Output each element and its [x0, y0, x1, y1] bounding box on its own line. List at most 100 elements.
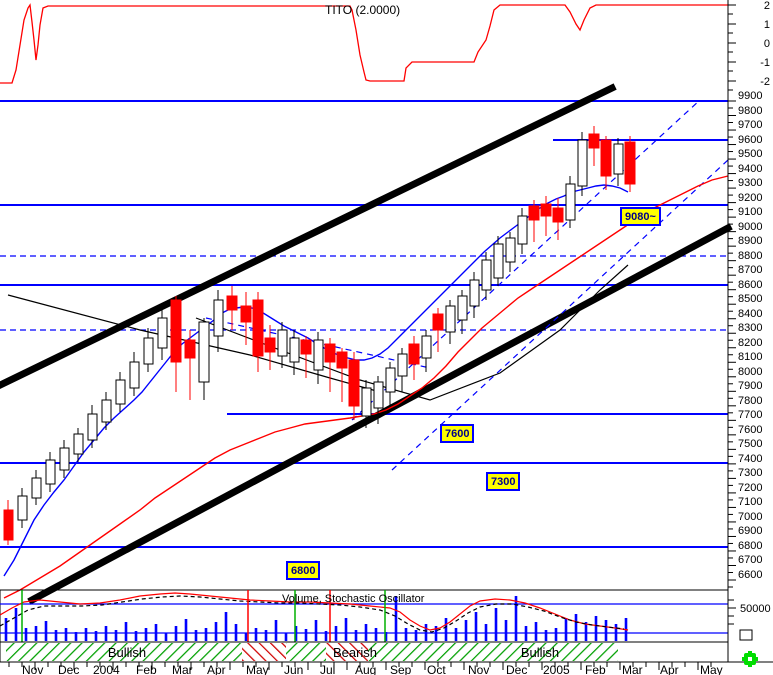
candle	[565, 176, 576, 228]
price-tag-9080[interactable]: 9080~	[620, 207, 661, 226]
trend-channel-lower	[27, 223, 733, 605]
date-tick-12: Nov	[468, 663, 489, 675]
trend-channel-upper	[0, 83, 617, 390]
date-tick-5: Apr	[207, 663, 226, 675]
candle	[170, 296, 182, 392]
candle	[421, 330, 432, 372]
candle	[17, 488, 28, 528]
trend-channel	[0, 83, 733, 605]
price-tick-7600: 7600	[738, 423, 763, 436]
candlestick-series[interactable]	[3, 126, 636, 545]
sentiment-band-strip[interactable]: Bullish Bearish Bullish	[0, 641, 729, 663]
candle	[540, 196, 552, 236]
candle	[588, 126, 600, 166]
price-tick-9000: 9000	[738, 220, 763, 233]
price-tag-7300[interactable]: 7300	[486, 472, 521, 491]
candle	[517, 208, 528, 254]
volume-bars	[4, 596, 628, 641]
tito-title: TITO (2.0000)	[325, 3, 400, 17]
sentiment-band-bearish-2[interactable]	[326, 643, 368, 661]
candle	[324, 338, 336, 392]
price-tick-7000: 7000	[738, 510, 763, 523]
price-tick-9500: 9500	[738, 148, 763, 161]
candle	[577, 132, 588, 196]
price-tick-8200: 8200	[738, 336, 763, 349]
candle	[31, 470, 42, 505]
sentiment-band-bullish-2[interactable]	[286, 643, 326, 661]
candle	[457, 290, 468, 334]
sentiment-band-bullish-1[interactable]	[6, 643, 242, 661]
candle	[240, 292, 252, 345]
candle	[385, 362, 396, 406]
price-tick-6900: 6900	[738, 525, 763, 538]
price-tick-9600: 9600	[738, 133, 763, 146]
price-tick-6600: 6600	[738, 569, 763, 581]
trendline-upper-descending	[7, 294, 381, 393]
candle	[198, 318, 210, 400]
sentiment-label-bearish: Bearish	[333, 645, 377, 660]
candle	[264, 325, 276, 370]
candle	[505, 232, 516, 272]
price-tick-7900: 7900	[738, 380, 763, 393]
candle	[226, 286, 238, 330]
price-tick-6700: 6700	[738, 554, 763, 567]
volume-axis-tick-50000: 50000	[740, 603, 771, 615]
price-tick-8600: 8600	[738, 278, 763, 291]
price-tag-7600[interactable]: 7600	[440, 424, 475, 443]
price-tick-7800: 7800	[738, 394, 763, 407]
price-tag-6800[interactable]: 6800	[286, 561, 321, 580]
date-tick-8: Jul	[320, 663, 335, 675]
candle	[300, 336, 312, 378]
tito-line	[0, 3, 728, 84]
candle	[552, 198, 564, 240]
price-tick-8100: 8100	[738, 351, 763, 364]
price-tick-9700: 9700	[738, 119, 763, 132]
ma-slow-line	[3, 175, 729, 599]
price-axis-ticks	[728, 100, 736, 588]
rising-channel-upper	[351, 99, 701, 421]
refresh-icon[interactable]	[742, 651, 758, 667]
date-tick-13: Dec	[506, 663, 527, 675]
price-tick-8300: 8300	[738, 322, 763, 335]
price-tick-9200: 9200	[738, 191, 763, 204]
sentiment-band-bullish-3[interactable]	[368, 643, 618, 661]
price-tick-9900: 9900	[738, 90, 763, 102]
tito-pane	[0, 3, 728, 84]
candle	[129, 352, 140, 396]
candle	[469, 272, 480, 318]
candle	[184, 330, 196, 400]
price-tag-label: 6800	[291, 565, 316, 577]
price-tick-6800: 6800	[738, 539, 763, 552]
indicator-pane: Volume, Stochastic Oscillator 50000	[0, 589, 771, 643]
candle	[528, 200, 540, 242]
candle	[624, 136, 636, 192]
candle	[289, 330, 300, 375]
tito-axis: 2 1 0 -1 -2	[727, 0, 770, 96]
stochastic-k-line	[0, 592, 629, 631]
date-tick-11: Oct	[427, 663, 446, 675]
candle	[408, 336, 420, 380]
support-resistance-dashed	[0, 255, 728, 331]
price-tick-9400: 9400	[738, 162, 763, 175]
date-tick-10: Sep	[390, 663, 412, 675]
candle	[277, 322, 288, 368]
price-tick-8500: 8500	[738, 293, 763, 306]
candle	[59, 440, 70, 478]
candle	[613, 138, 624, 186]
candle	[600, 136, 612, 190]
date-tick-6: May	[246, 663, 269, 675]
candle	[73, 428, 84, 462]
date-tick-0: Nov	[22, 663, 43, 675]
date-tick-1: Dec	[58, 663, 79, 675]
candle	[143, 328, 154, 372]
tito-tick-3: -1	[760, 57, 770, 69]
date-tick-3: Feb	[136, 663, 157, 675]
support-resistance-lines	[0, 100, 728, 548]
price-tick-7300: 7300	[738, 467, 763, 480]
sentiment-band-bearish-1[interactable]	[242, 643, 286, 661]
candle	[493, 236, 504, 286]
price-tick-8800: 8800	[738, 249, 763, 262]
tito-tick-0: 2	[764, 0, 770, 12]
